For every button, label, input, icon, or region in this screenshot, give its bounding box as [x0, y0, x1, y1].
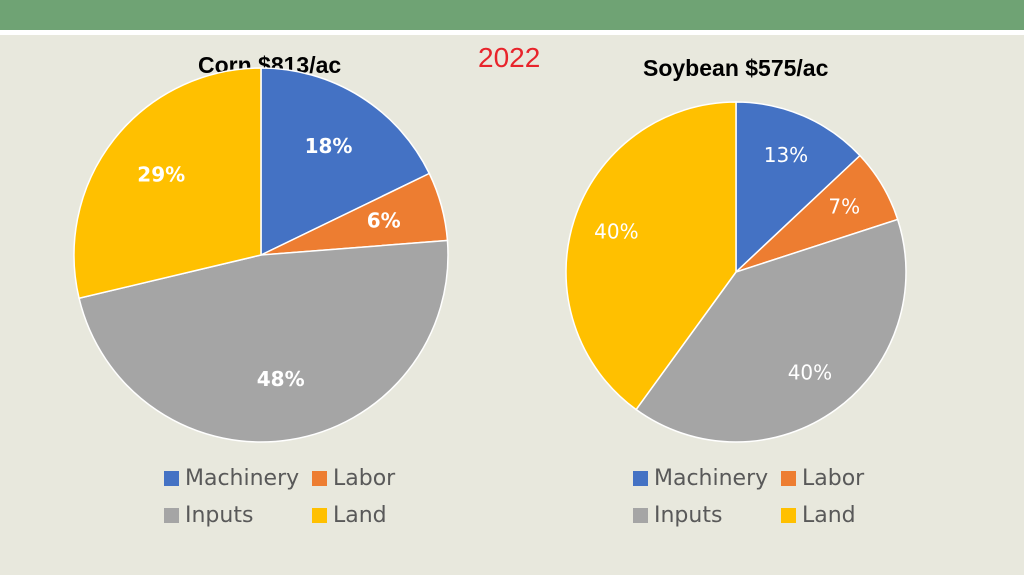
soybean-slice-machinery	[735, 101, 861, 274]
corn-legend-label-labor: Labor	[333, 466, 396, 491]
soybean-legend-swatch-inputs	[633, 508, 648, 523]
corn-legend-item-land: Land	[312, 503, 387, 528]
year-label: 2022	[478, 42, 541, 73]
corn-slice-inputs	[78, 239, 449, 443]
corn-data-label-machinery: 18%	[305, 134, 353, 158]
corn-legend-item-inputs: Inputs	[164, 503, 253, 528]
corn-legend-label-land: Land	[333, 503, 387, 528]
soybean-legend-label-machinery: Machinery	[654, 466, 769, 491]
soybean-legend-swatch-land	[781, 508, 796, 523]
soybean-legend-label-inputs: Inputs	[654, 503, 723, 528]
corn-legend-label-machinery: Machinery	[185, 466, 300, 491]
soybean-legend-label-land: Land	[802, 503, 856, 528]
soybean-legend-item-machinery: Machinery	[633, 466, 768, 491]
soybean-chart-title: Soybean $575/ac	[643, 55, 829, 81]
soybean-slice-inputs	[635, 218, 907, 443]
corn-legend-label-inputs: Inputs	[185, 503, 254, 528]
header-divider	[0, 30, 1024, 35]
soybean-slice-land	[565, 101, 737, 411]
corn-data-label-land: 29%	[137, 163, 185, 187]
soybean-legend-item-inputs: Inputs	[633, 503, 722, 528]
soybean-data-label-land: 40%	[594, 220, 638, 244]
corn-legend-swatch-labor	[312, 471, 327, 486]
soybean-legend-swatch-labor	[781, 471, 796, 486]
soybean-legend-swatch-machinery	[633, 471, 648, 486]
corn-slice-land	[73, 67, 262, 300]
soybean-legend-label-labor: Labor	[802, 466, 865, 491]
soybean-legend-item-land: Land	[781, 503, 856, 528]
header-bar	[0, 0, 1024, 30]
soybean-data-label-labor: 7%	[828, 194, 860, 218]
corn-legend-swatch-inputs	[164, 508, 179, 523]
corn-legend-swatch-machinery	[164, 471, 179, 486]
soybean-data-label-inputs: 40%	[788, 360, 832, 384]
soybean-data-label-machinery: 13%	[764, 143, 808, 167]
corn-legend-swatch-land	[312, 508, 327, 523]
corn-legend-item-machinery: Machinery	[164, 466, 299, 491]
soybean-legend-item-labor: Labor	[781, 466, 864, 491]
corn-legend-item-labor: Labor	[312, 466, 395, 491]
corn-slice-machinery	[260, 67, 431, 257]
corn-data-label-inputs: 48%	[257, 367, 305, 391]
corn-data-label-labor: 6%	[367, 208, 401, 232]
